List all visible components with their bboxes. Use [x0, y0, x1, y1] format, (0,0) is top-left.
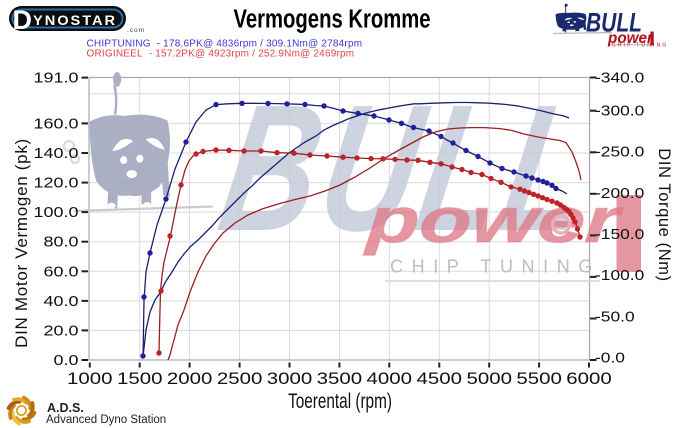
- svg-text:Toerental (rpm): Toerental (rpm): [288, 389, 392, 413]
- svg-text:0.0: 0.0: [53, 351, 78, 368]
- svg-text:-250.0: -250.0: [595, 145, 644, 160]
- svg-text:ORIGINEEL - 157.2PK@ 4923rpm: ORIGINEEL - 157.2PK@ 4923rpm / 252.9Nm@ …: [87, 48, 355, 59]
- svg-text:CHIP TUNING: CHIP TUNING: [390, 257, 601, 277]
- svg-text:3500: 3500: [317, 369, 363, 388]
- svg-text:5000: 5000: [466, 369, 512, 388]
- svg-text:100.0: 100.0: [33, 204, 78, 221]
- svg-text:YNOSTAR: YNOSTAR: [33, 13, 117, 28]
- svg-text:80.0: 80.0: [43, 233, 78, 250]
- svg-text:60.0: 60.0: [43, 263, 78, 280]
- svg-text:-300.0: -300.0: [595, 104, 644, 119]
- svg-text:4500: 4500: [417, 369, 463, 388]
- svg-text:20.0: 20.0: [43, 322, 78, 339]
- svg-text:power: power: [362, 184, 625, 256]
- svg-text:2000: 2000: [167, 369, 213, 388]
- svg-text:D: D: [13, 5, 33, 35]
- svg-text:Advanced Dyno Station: Advanced Dyno Station: [46, 414, 166, 426]
- svg-text:6000: 6000: [566, 369, 612, 388]
- svg-text:power: power: [607, 30, 654, 47]
- svg-text:Vermogens Kromme: Vermogens Kromme: [233, 4, 430, 33]
- svg-text:.com: .com: [127, 27, 145, 34]
- svg-text:191.0: 191.0: [33, 69, 78, 86]
- svg-text:120.0: 120.0: [33, 174, 78, 191]
- svg-text:DIN Torque (Nm): DIN Torque (Nm): [655, 148, 673, 281]
- svg-text:3000: 3000: [267, 369, 313, 388]
- svg-text:5500: 5500: [516, 369, 562, 388]
- svg-text:-340.0: -340.0: [595, 71, 644, 86]
- svg-text:1500: 1500: [117, 369, 163, 388]
- svg-text:-200.0: -200.0: [595, 186, 644, 201]
- svg-text:140.0: 140.0: [33, 144, 78, 161]
- svg-text:-150.0: -150.0: [595, 227, 644, 242]
- svg-text:-100.0: -100.0: [595, 268, 644, 283]
- svg-text:-0.0: -0.0: [595, 351, 625, 366]
- svg-text:160.0: 160.0: [33, 115, 78, 132]
- svg-text:40.0: 40.0: [43, 292, 78, 309]
- svg-text:CHIP TUNING: CHIP TUNING: [612, 43, 669, 49]
- svg-text:DIN Motor Vermogen (pk): DIN Motor Vermogen (pk): [12, 138, 31, 348]
- svg-text:1000: 1000: [67, 369, 113, 388]
- svg-text:BULL: BULL: [586, 8, 642, 38]
- svg-text:BULL: BULL: [208, 68, 609, 269]
- svg-text:2500: 2500: [217, 369, 263, 388]
- svg-text:CHIPTUNING - 178.6PK@ 4836rpm: CHIPTUNING - 178.6PK@ 4836rpm / 309.1Nm@…: [87, 38, 363, 49]
- svg-text:4000: 4000: [367, 369, 413, 388]
- svg-text:-50.0: -50.0: [595, 310, 635, 325]
- svg-text:A.D.S.: A.D.S.: [47, 401, 84, 415]
